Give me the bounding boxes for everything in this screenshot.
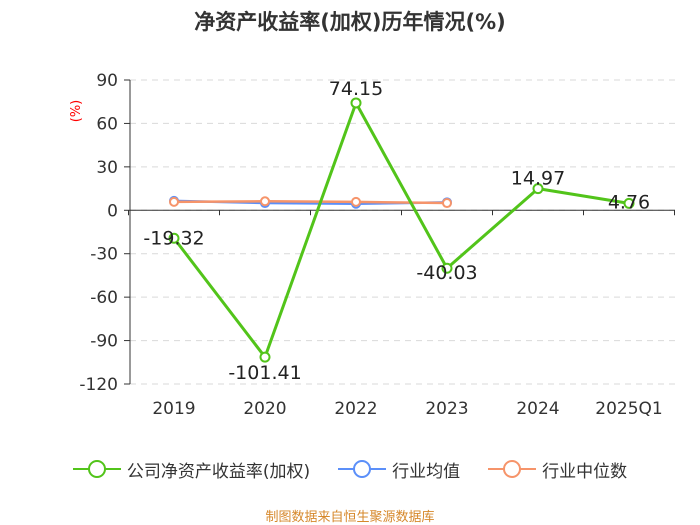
legend-label: 行业中位数 bbox=[542, 461, 628, 482]
data-label: -40.03 bbox=[416, 262, 477, 284]
x-tick-label: 2022 bbox=[334, 399, 377, 419]
x-tick-label: 2025Q1 bbox=[595, 399, 662, 419]
y-tick-label: 30 bbox=[96, 158, 118, 178]
legend-item-1[interactable]: 行业均值 bbox=[338, 457, 460, 482]
data-point bbox=[259, 351, 271, 363]
data-label: 4.76 bbox=[608, 191, 650, 213]
data-label: 14.97 bbox=[511, 168, 565, 190]
x-tick-label: 2024 bbox=[516, 399, 559, 419]
line-chart: 90 60 30 0 -30 -60 -90 -120 2019 2020 2022 2023 2024… bbox=[69, 71, 675, 419]
data-point bbox=[169, 196, 179, 207]
y-tick-label: -60 bbox=[90, 288, 118, 308]
x-tick-label: 2019 bbox=[152, 399, 195, 419]
data-label: 74.15 bbox=[329, 78, 383, 100]
data-label: -101.41 bbox=[228, 362, 301, 384]
source-note: 制图数据来自恒生聚源数据库 bbox=[265, 510, 435, 525]
chart-title: 净资产收益率(加权)历年情况(%) bbox=[194, 10, 506, 34]
legend: 公司净资产收益率(加权) 行业均值 行业中位数 bbox=[0, 454, 700, 484]
x-tick-label: 2023 bbox=[425, 399, 468, 419]
data-labels: -19.32 -101.41 74.15 -40.03 14.97 4.76 bbox=[143, 78, 650, 384]
axes: 90 60 30 0 -30 -60 -90 -120 2019 2020 2022 2023 2024… bbox=[79, 71, 675, 419]
data-point bbox=[168, 232, 180, 244]
data-point bbox=[532, 183, 544, 195]
data-point bbox=[623, 197, 635, 209]
data-point bbox=[442, 198, 452, 209]
data-point bbox=[260, 196, 270, 207]
legend-item-0[interactable]: 公司净资产收益率(加权) bbox=[72, 457, 311, 482]
y-tick-label: -30 bbox=[90, 245, 118, 265]
data-point bbox=[351, 196, 361, 207]
legend-swatch bbox=[488, 459, 537, 479]
legend-label: 行业均值 bbox=[392, 461, 461, 482]
series-2 bbox=[169, 196, 452, 209]
y-tick-label: 60 bbox=[96, 114, 118, 134]
series bbox=[168, 97, 635, 363]
series-line bbox=[172, 101, 630, 359]
data-point bbox=[350, 97, 362, 109]
legend-swatch bbox=[338, 459, 387, 479]
series-line bbox=[173, 200, 448, 205]
x-tick-label: 2020 bbox=[243, 399, 286, 419]
y-axis-label: (%) bbox=[69, 100, 84, 123]
data-point bbox=[441, 262, 453, 274]
y-tick-label: 90 bbox=[96, 71, 118, 91]
legend-swatch bbox=[72, 459, 121, 479]
legend-label: 公司净资产收益率(加权) bbox=[126, 461, 311, 482]
data-label: -19.32 bbox=[143, 227, 204, 249]
y-tick-label: -120 bbox=[79, 375, 118, 395]
legend-item-2[interactable]: 行业中位数 bbox=[488, 457, 627, 482]
y-tick-label: 0 bbox=[107, 201, 118, 221]
y-tick-label: -90 bbox=[90, 332, 118, 352]
series-0 bbox=[168, 97, 635, 363]
grid-lines bbox=[130, 79, 675, 385]
